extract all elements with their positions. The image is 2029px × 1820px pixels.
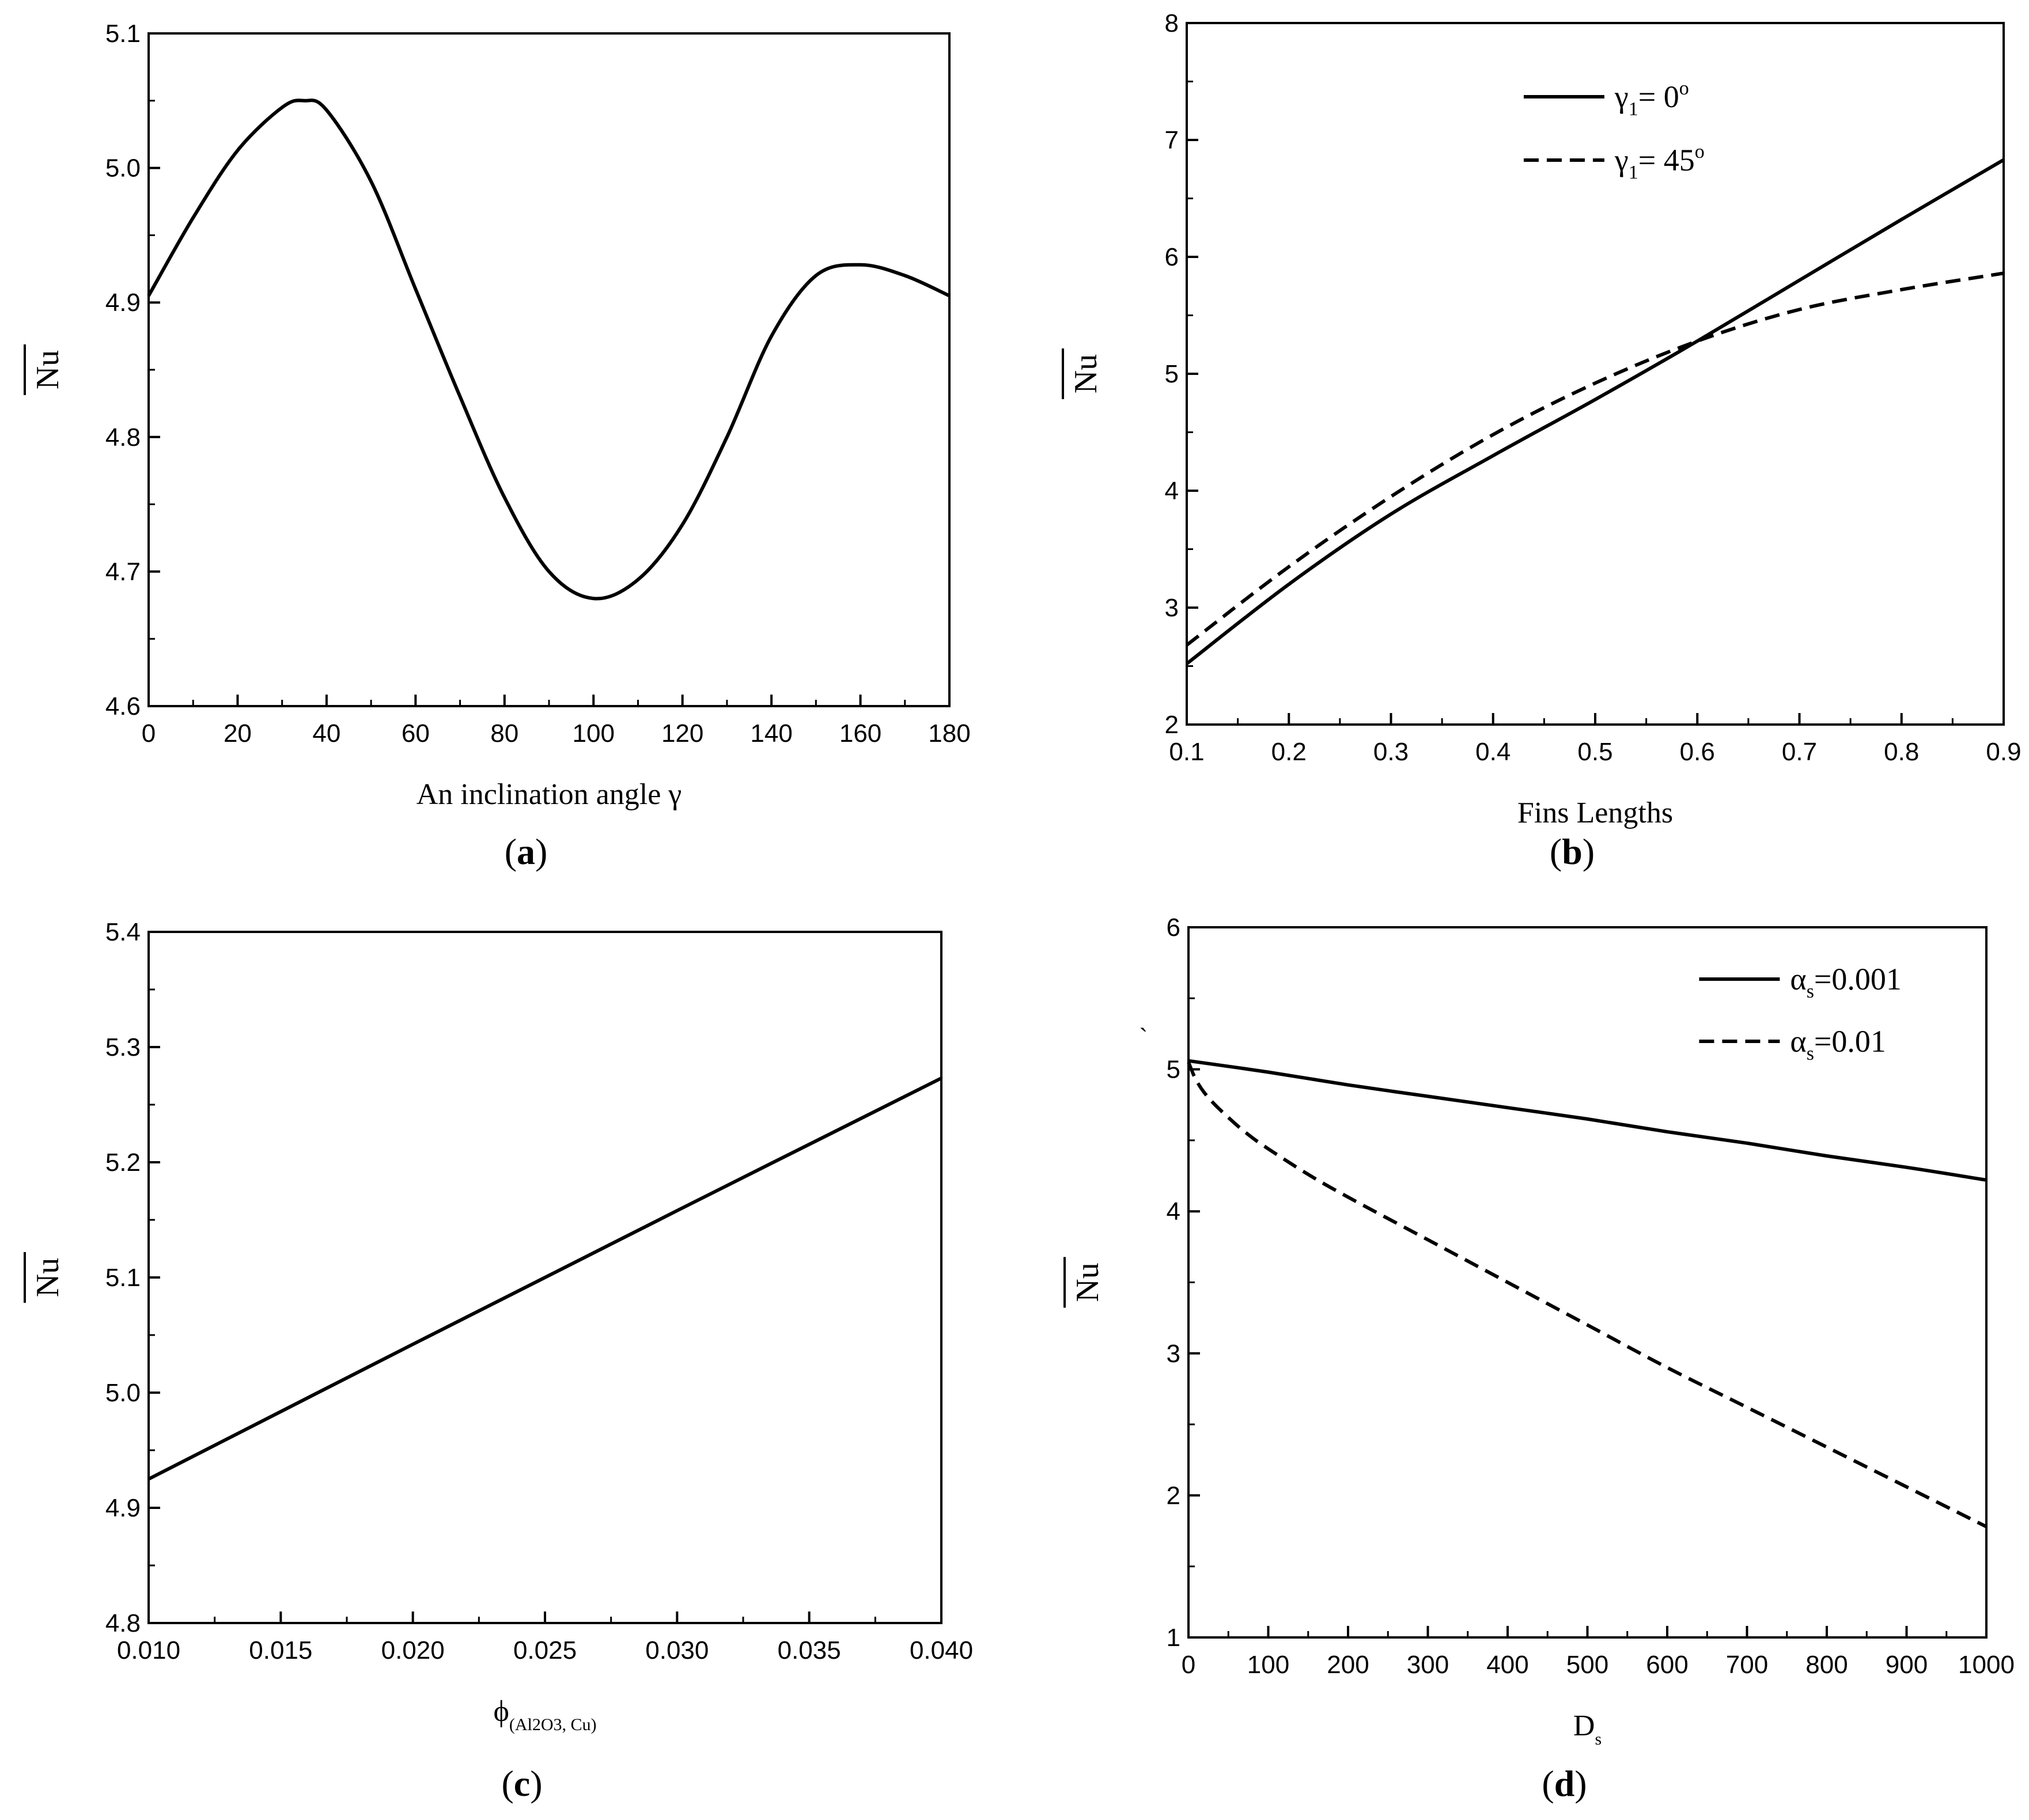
- x-axis-label-d: Ds: [1573, 1709, 1602, 1749]
- y-tick-label-d: 6: [1167, 913, 1180, 942]
- y-tick-label-c: 4.8: [105, 1609, 141, 1637]
- series-line-b-1: [1186, 158, 2005, 665]
- x-tick-label-c: 0.020: [381, 1636, 445, 1664]
- panel-caption-b: (b): [1550, 831, 1595, 872]
- x-tick-label-a: 120: [661, 719, 703, 748]
- x-tick-label-d: 1000: [1958, 1651, 2015, 1679]
- panel-caption-a: (a): [505, 831, 548, 872]
- y-tick-label-b: 5: [1165, 360, 1179, 388]
- x-tick-label-b: 0.2: [1271, 738, 1307, 766]
- y-axis-label-text-d: Nu: [1070, 1262, 1106, 1302]
- x-tick-label-b: 0.5: [1577, 738, 1612, 766]
- x-tick-label-b: 0.7: [1782, 738, 1817, 766]
- y-tick-label-a: 5.1: [105, 20, 141, 48]
- y-axis-label-d: Nu: [1063, 1257, 1106, 1308]
- x-tick-label-d: 200: [1327, 1651, 1369, 1679]
- y-tick-label-c: 5.0: [105, 1379, 141, 1407]
- x-tick-label-d: 900: [1886, 1651, 1928, 1679]
- y-tick-label-c: 4.9: [105, 1494, 141, 1522]
- x-tick-label-d: 0: [1182, 1651, 1195, 1679]
- x-tick-label-b: 0.8: [1884, 738, 1919, 766]
- y-tick-label-d: 2: [1167, 1481, 1180, 1510]
- x-tick-label-d: 500: [1566, 1651, 1608, 1679]
- x-tick-label-d: 600: [1646, 1651, 1688, 1679]
- x-tick-label-a: 80: [490, 719, 518, 748]
- series-line-b-2: [1186, 271, 2004, 647]
- x-axis-label-sub-c: (Al2O3, Cu): [509, 1715, 597, 1734]
- x-axis-label-c: ϕ(Al2O3, Cu): [493, 1695, 596, 1734]
- y-axis-label-text-c: Nu: [30, 1258, 66, 1297]
- x-tick-label-d: 800: [1805, 1651, 1848, 1679]
- y-tick-label-b: 8: [1165, 9, 1179, 37]
- panel-a: 0 20 40 60 80 100 120 140 160 180 4.6 4.7 4.8 4.9 5.0 5…: [24, 20, 971, 872]
- x-tick-label-d: 300: [1407, 1651, 1449, 1679]
- x-tick-label-b: 0.1: [1169, 738, 1204, 766]
- y-tick-label-b: 4: [1165, 477, 1179, 505]
- panel-d: 0 100 200 300 400 500 600 700 800 900 1000 1 2 3 4 5 6 Nu…: [1063, 913, 2015, 1804]
- series-line-a-1: [147, 98, 951, 601]
- panel-caption-d: (d): [1542, 1763, 1587, 1804]
- y-tick-label-a: 4.7: [105, 558, 141, 586]
- y-tick-label-a: 4.9: [105, 289, 141, 317]
- x-tick-label-a: 0: [142, 719, 156, 748]
- x-tick-label-b: 0.9: [1986, 738, 2021, 766]
- y-tick-label-a: 4.6: [105, 692, 141, 721]
- y-tick-label-d: 5: [1167, 1056, 1180, 1084]
- y-tick-label-d: 4: [1167, 1197, 1180, 1226]
- y-tick-label-b: 6: [1165, 243, 1179, 271]
- x-tick-label-b: 0.6: [1680, 738, 1715, 766]
- legend-entry-b-2: γ1= 45o: [1614, 141, 1705, 183]
- y-axis-label-text-b: Nu: [1068, 354, 1104, 393]
- x-axis-label-b: Fins Lengths: [1517, 797, 1673, 829]
- x-tick-label-a: 100: [573, 719, 615, 748]
- y-axis-label-b: Nu: [1062, 348, 1104, 399]
- x-tick-label-a: 20: [224, 719, 252, 748]
- x-tick-label-b: 0.4: [1475, 738, 1511, 766]
- x-tick-label-a: 60: [402, 719, 430, 748]
- x-axis-label-a: An inclination angle γ: [417, 778, 682, 811]
- y-tick-label-c: 5.3: [105, 1033, 141, 1061]
- x-tick-label-b: 0.3: [1373, 738, 1409, 766]
- y-tick-label-d: 1: [1167, 1624, 1180, 1652]
- y-tick-label-c: 5.1: [105, 1264, 141, 1292]
- panel-caption-c: (c): [501, 1763, 542, 1804]
- x-tick-label-c: 0.040: [910, 1636, 973, 1664]
- legend-entry-d-2: αs=0.01: [1790, 1024, 1886, 1064]
- x-tick-label-c: 0.010: [117, 1636, 180, 1664]
- series-line-d-1: [1188, 1059, 1987, 1182]
- y-axis-label-c: Nu: [24, 1252, 66, 1303]
- series-line-c-1: [147, 1076, 942, 1481]
- stray-mark-d: `: [1140, 1024, 1148, 1052]
- x-tick-label-c: 0.035: [778, 1636, 841, 1664]
- x-tick-label-c: 0.030: [645, 1636, 709, 1664]
- y-tick-label-c: 5.4: [105, 918, 141, 946]
- x-axis-label-sub-d: s: [1595, 1730, 1602, 1749]
- x-tick-label-c: 0.025: [513, 1636, 577, 1664]
- x-tick-label-d: 400: [1486, 1651, 1528, 1679]
- series-line-d-2: [1187, 1061, 1988, 1529]
- x-tick-label-d: 700: [1726, 1651, 1768, 1679]
- x-tick-label-a: 40: [312, 719, 340, 748]
- y-tick-label-b: 3: [1165, 594, 1179, 622]
- y-tick-label-a: 5.0: [105, 154, 141, 183]
- y-tick-label-b: 7: [1165, 126, 1179, 154]
- y-axis-label-text-a: Nu: [30, 350, 66, 389]
- x-tick-label-c: 0.015: [249, 1636, 312, 1664]
- x-tick-label-d: 100: [1247, 1651, 1289, 1679]
- panel-c: 0.010 0.015 0.020 0.025 0.030 0.035 0.040 4.8 4.…: [24, 918, 973, 1804]
- x-tick-label-a: 140: [750, 719, 792, 748]
- x-tick-label-a: 160: [839, 719, 881, 748]
- y-tick-label-a: 4.8: [105, 423, 141, 452]
- x-tick-label-a: 180: [928, 719, 970, 748]
- y-axis-label-a: Nu: [24, 344, 66, 395]
- y-tick-label-c: 5.2: [105, 1148, 141, 1177]
- legend-entry-d-1: αs=0.001: [1790, 962, 1902, 1002]
- y-tick-label-b: 2: [1165, 711, 1179, 739]
- legend-entry-b-1: γ1= 0o: [1614, 78, 1689, 120]
- y-tick-label-d: 3: [1167, 1340, 1180, 1368]
- panel-b: 0.1 0.2 0.3 0.4 0.5 0.6 0.7 0.8 0.9 2 3 4 5 6 7 8 Nu Fins…: [1062, 9, 2022, 872]
